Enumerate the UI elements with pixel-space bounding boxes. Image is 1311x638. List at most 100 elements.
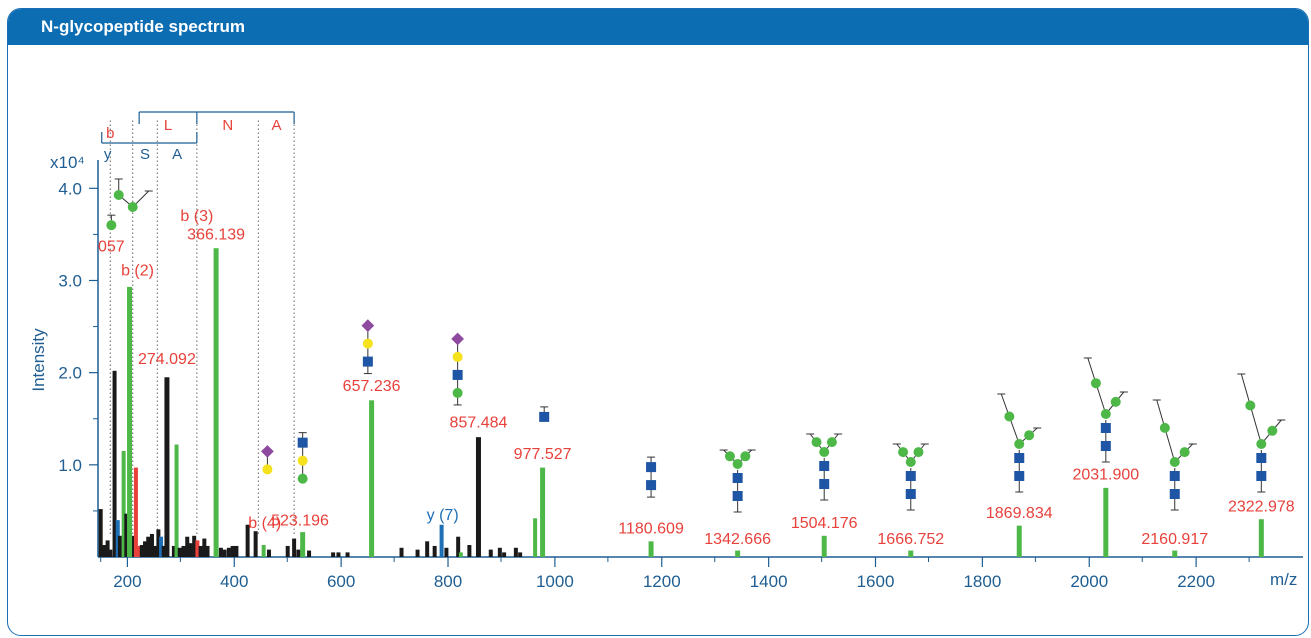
spectrum-peak — [456, 536, 461, 557]
spectrum-peak — [245, 524, 250, 557]
spectrum-peak — [133, 467, 138, 557]
labeled-peak — [1258, 519, 1264, 557]
spectrum-peak — [502, 552, 507, 557]
glcnac-square — [646, 480, 657, 491]
mannose-circle — [724, 451, 735, 462]
mannose-circle — [898, 447, 909, 458]
mannose-circle — [127, 202, 138, 212]
spectrum-peak — [218, 547, 223, 557]
glcnac-square — [819, 479, 830, 489]
mannose-circle — [913, 447, 924, 458]
peak-label: 1342.666 — [704, 531, 771, 548]
x-tick-label: 600 — [327, 572, 355, 591]
glcnac-square — [1256, 471, 1267, 481]
x-tick-label: 1800 — [963, 572, 1001, 591]
y-residue: A — [172, 146, 182, 163]
spectrum-peak — [136, 545, 141, 557]
spectrum-peak — [266, 549, 271, 557]
spectrum-peak — [458, 552, 463, 557]
mannose-circle — [106, 220, 117, 231]
labeled-peak — [821, 535, 827, 557]
spectrum-peak — [198, 545, 203, 557]
x-tick-label: 1000 — [536, 572, 574, 591]
labeled-peak — [1103, 487, 1109, 557]
spectrum-peak — [399, 547, 404, 557]
spectrum-peak — [533, 518, 538, 557]
x-tick-label: 400 — [220, 572, 248, 591]
labeled-peak — [164, 377, 170, 557]
spectrum-peak — [149, 533, 154, 557]
peak-label: 1869.834 — [986, 505, 1053, 522]
spectrum-peak — [143, 541, 148, 557]
peak-label: b (3) — [180, 208, 213, 225]
panel-header: N-glycopeptide spectrum — [8, 9, 1308, 45]
y-tick-label: 2.0 — [58, 364, 82, 383]
spectrum-peak — [181, 545, 186, 557]
peak-label: b (2) — [121, 263, 154, 280]
spectrum-peak — [425, 541, 430, 557]
y-tick-label: 1.0 — [58, 456, 82, 475]
labeled-peak — [735, 550, 741, 557]
peak-label: 857.484 — [450, 415, 508, 432]
spectrum-peak — [188, 543, 193, 557]
spectrum-peak — [161, 545, 166, 557]
spectrum-peak — [115, 520, 120, 557]
neuac-diamond — [361, 319, 375, 332]
spectrum-peak — [488, 549, 493, 557]
spectrum-peak — [467, 545, 472, 557]
mannose-circle — [1004, 411, 1015, 422]
spectrum-peak — [432, 545, 437, 557]
spectrum-panel: N-glycopeptide spectrum — [7, 8, 1309, 636]
spectrum-peak — [230, 545, 235, 557]
x-tick-label: 2200 — [1177, 572, 1215, 591]
peak-label: 274.092 — [138, 351, 196, 368]
x-tick-label: 1400 — [750, 572, 788, 591]
spectrum-peak — [139, 545, 144, 557]
mannose-circle — [905, 457, 916, 467]
b-residue: A — [271, 117, 281, 134]
labeled-peak — [475, 437, 481, 557]
peak-label: 2322.978 — [1228, 499, 1295, 516]
peak-label: 1504.176 — [791, 515, 858, 532]
spectrum-peak — [307, 550, 312, 557]
spectrum-peak — [331, 552, 336, 557]
spectrum-peak — [261, 545, 266, 557]
mannose-circle — [819, 447, 830, 457]
mannose-circle — [1110, 396, 1121, 407]
galactose-circle — [452, 351, 463, 362]
spectrum-peak — [285, 545, 290, 557]
glcnac-square — [1014, 453, 1025, 463]
glcnac-square — [1169, 489, 1180, 499]
spectrum-peak — [234, 545, 239, 557]
peak-label: 2031.900 — [1072, 466, 1139, 483]
y-tick-label: 4.0 — [58, 179, 82, 198]
spectrum-peak — [192, 535, 197, 557]
neuac-diamond — [451, 332, 464, 346]
spectrum-peak — [177, 547, 182, 557]
glcnac-square — [362, 356, 373, 367]
spectrum-peak — [105, 540, 110, 557]
mannose-circle — [1267, 425, 1278, 436]
spectrum-peak — [415, 549, 420, 557]
spectrum-peak — [124, 513, 129, 557]
mannose-circle — [1100, 409, 1111, 419]
labeled-peak — [369, 400, 375, 557]
spectrum-peak — [117, 535, 122, 557]
glcnac-square — [905, 471, 916, 481]
spectrum-peak — [205, 545, 210, 557]
mannose-circle — [740, 451, 751, 462]
mannose-circle — [1179, 447, 1190, 458]
spectrum-peak — [439, 524, 444, 557]
peak-label: 657.236 — [343, 378, 401, 395]
spectrum-peak — [174, 444, 179, 557]
peak-label: 977.527 — [514, 446, 572, 463]
galactose-circle — [297, 455, 308, 466]
mannose-circle — [1014, 439, 1025, 449]
spectrum-peak — [336, 552, 341, 557]
b-residue: N — [222, 117, 233, 134]
peak-label: 523.196 — [271, 512, 329, 529]
spectrum-peak — [159, 536, 164, 557]
peak-label: 1666.752 — [877, 531, 944, 548]
b-ion-label: b — [106, 125, 114, 142]
spectrum-peak — [121, 451, 126, 557]
